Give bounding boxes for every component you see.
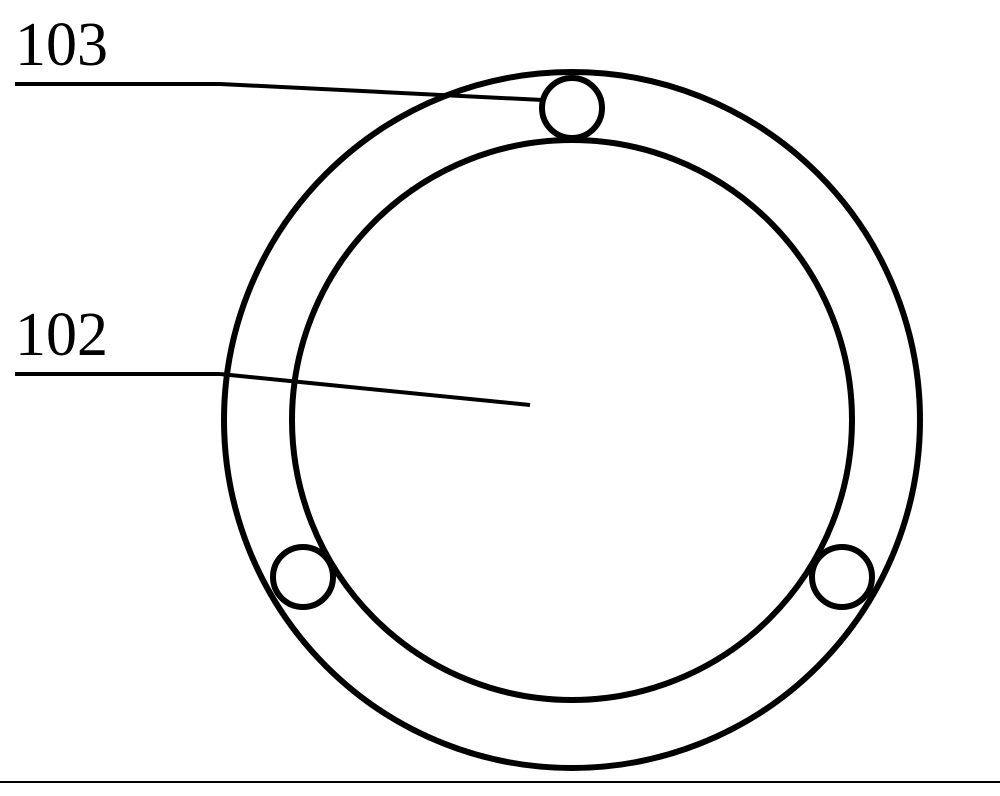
label-103-text: 103 [15,11,108,79]
label-103: 103 [15,10,108,81]
flange-diagram [0,0,1000,796]
label-102: 102 [15,300,108,371]
label-102-text: 102 [15,301,108,369]
